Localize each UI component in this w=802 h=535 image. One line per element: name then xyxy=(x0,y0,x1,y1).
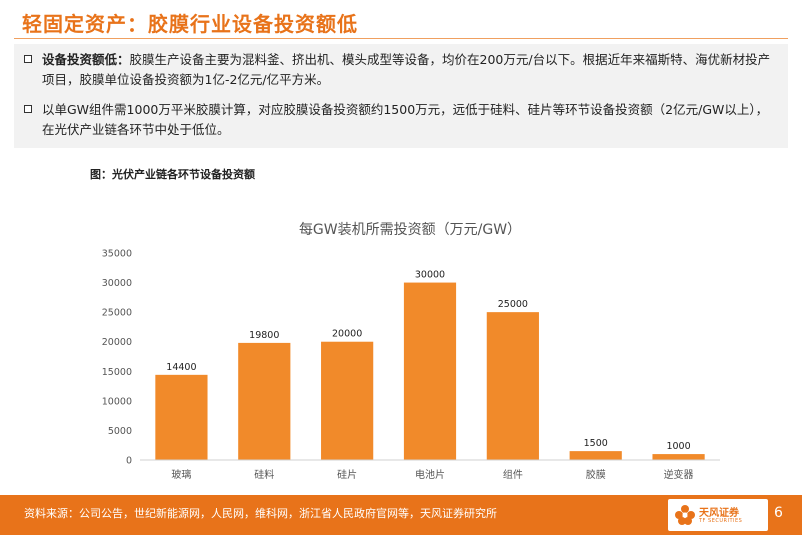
bar xyxy=(486,312,539,460)
x-tick-label: 胶膜 xyxy=(586,468,606,481)
bullet-item-2: 以单GW组件需1000万平米胶膜计算，对应胶膜设备投资额约1500万元，远低于硅… xyxy=(24,100,774,140)
bar-value-label: 30000 xyxy=(415,270,445,281)
title-divider xyxy=(14,38,788,39)
company-logo: 天风证券 TF SECURITIES xyxy=(668,499,768,531)
y-tick-label: 0 xyxy=(126,456,132,467)
bar-value-label: 19800 xyxy=(249,330,279,341)
x-tick-label: 玻璃 xyxy=(171,468,191,481)
bullet-text: 以单GW组件需1000万平米胶膜计算，对应胶膜设备投资额约1500万元，远低于硅… xyxy=(42,102,769,137)
x-tick-label: 硅料 xyxy=(254,468,274,481)
y-axis: 0 5000 10000 15000 20000 25000 30000 35000 xyxy=(102,249,132,467)
logo-text-cn: 天风证券 xyxy=(699,508,739,519)
square-bullet-icon xyxy=(24,55,32,63)
y-tick-label: 20000 xyxy=(102,337,132,348)
bar-value-label: 1500 xyxy=(584,438,608,449)
bar-value-label: 25000 xyxy=(498,299,528,310)
x-axis: 玻璃 硅料 硅片 电池片 组件 胶膜 逆变器 xyxy=(140,459,720,481)
x-tick-label: 逆变器 xyxy=(664,468,694,481)
chart-title: 每GW装机所需投资额（万元/GW） xyxy=(299,222,521,238)
bullet-text: 胶膜生产设备主要为混料釜、挤出机、模头成型等设备，均价在200万元/台以下。根据… xyxy=(42,52,771,87)
bar-value-label: 20000 xyxy=(332,329,362,340)
y-tick-label: 25000 xyxy=(102,308,132,319)
bar xyxy=(321,341,374,460)
summary-box: 设备投资额低：胶膜生产设备主要为混料釜、挤出机、模头成型等设备，均价在200万元… xyxy=(14,44,788,148)
y-tick-label: 35000 xyxy=(102,249,132,260)
page-number: 6 xyxy=(774,505,783,521)
bar-value-label: 1000 xyxy=(666,441,690,452)
y-tick-label: 15000 xyxy=(102,367,132,378)
bar xyxy=(238,342,291,460)
flower-logo-icon xyxy=(675,505,695,525)
bullet-key: 设备投资额低： xyxy=(42,52,130,67)
logo-text-en: TF SECURITIES xyxy=(699,518,743,524)
bullet-item-1: 设备投资额低：胶膜生产设备主要为混料釜、挤出机、模头成型等设备，均价在200万元… xyxy=(24,50,774,90)
bar xyxy=(652,454,705,460)
y-tick-label: 5000 xyxy=(108,426,132,437)
page-title: 轻固定资产：胶膜行业设备投资额低 xyxy=(22,12,358,36)
square-bullet-icon xyxy=(24,105,32,113)
y-tick-label: 10000 xyxy=(102,396,132,407)
x-tick-label: 电池片 xyxy=(415,468,445,481)
x-tick-label: 组件 xyxy=(503,468,523,481)
bar xyxy=(155,374,208,460)
figure-caption: 图：光伏产业链各环节设备投资额 xyxy=(90,168,255,181)
bar-value-label: 14400 xyxy=(166,362,196,373)
y-tick-label: 30000 xyxy=(102,278,132,289)
bar-series: 14400 19800 20000 30000 25000 1500 1000 xyxy=(155,270,705,460)
bar xyxy=(569,451,622,460)
investment-bar-chart: 每GW装机所需投资额（万元/GW） 0 5000 10000 15000 20000 25… xyxy=(102,222,720,481)
data-source: 资料来源：公司公告，世纪新能源网，人民网，维科网，浙江省人民政府官网等，天风证券… xyxy=(24,507,497,520)
bar xyxy=(403,282,457,460)
x-tick-label: 硅片 xyxy=(337,468,357,481)
